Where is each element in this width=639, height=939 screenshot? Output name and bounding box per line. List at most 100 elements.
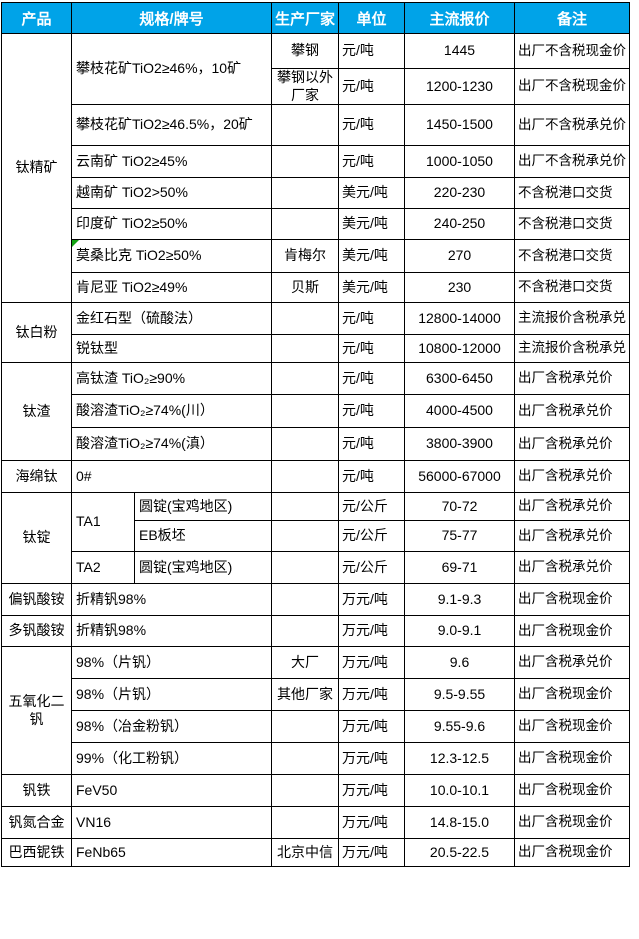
spec-cell[interactable]: 折精钒98% [71,615,272,647]
unit-cell[interactable]: 元/吨 [338,334,405,363]
producer-cell[interactable]: 攀钢 [271,33,339,69]
remark-cell[interactable]: 不含税港口交货 [514,208,630,240]
price-cell[interactable]: 10800-12000 [404,334,515,363]
unit-cell[interactable]: 元/吨 [338,104,405,146]
remark-cell[interactable]: 出厂含税现金价 [514,742,630,775]
remark-cell[interactable]: 出厂不含税承兑价 [514,145,630,178]
unit-cell[interactable]: 美元/吨 [338,208,405,240]
unit-cell[interactable]: 元/吨 [338,394,405,428]
remark-cell[interactable]: 主流报价含税承兑 [514,302,630,335]
spec-cell[interactable]: 云南矿 TiO2≥45% [71,145,272,178]
unit-cell[interactable]: 美元/吨 [338,239,405,273]
remark-cell[interactable]: 出厂含税现金价 [514,615,630,647]
price-cell[interactable]: 9.55-9.6 [404,710,515,743]
unit-cell[interactable]: 元/吨 [338,302,405,335]
producer-cell[interactable] [271,774,339,807]
price-cell[interactable]: 1000-1050 [404,145,515,178]
unit-cell[interactable]: 元/吨 [338,145,405,178]
remark-cell[interactable]: 主流报价含税承兑 [514,334,630,363]
remark-cell[interactable]: 不含税港口交货 [514,239,630,273]
producer-cell[interactable] [271,615,339,647]
unit-cell[interactable]: 万元/吨 [338,742,405,775]
header-unit-cell[interactable]: 单位 [338,2,405,34]
product-cell[interactable]: 钛锭 [1,492,72,584]
producer-cell[interactable] [271,710,339,743]
producer-cell[interactable] [271,104,339,146]
spec-grade-cell[interactable]: TA2 [71,551,135,584]
spec-type-cell[interactable]: EB板坯 [134,520,272,552]
unit-cell[interactable]: 元/吨 [338,362,405,395]
price-cell[interactable]: 1450-1500 [404,104,515,146]
price-cell[interactable]: 4000-4500 [404,394,515,428]
remark-cell[interactable]: 不含税港口交货 [514,272,630,303]
spec-cell[interactable]: 98%（冶金粉钒） [71,710,272,743]
price-cell[interactable]: 70-72 [404,492,515,521]
price-cell[interactable]: 230 [404,272,515,303]
remark-cell[interactable]: 出厂含税现金价 [514,710,630,743]
product-cell[interactable]: 多钒酸铵 [1,615,72,647]
remark-cell[interactable]: 出厂含税承兑价 [514,520,630,552]
producer-cell[interactable] [271,520,339,552]
unit-cell[interactable]: 元/公斤 [338,520,405,552]
price-cell[interactable]: 12.3-12.5 [404,742,515,775]
producer-cell[interactable] [271,177,339,209]
remark-cell[interactable]: 出厂含税现金价 [514,774,630,807]
producer-cell[interactable]: 大厂 [271,646,339,679]
unit-cell[interactable]: 万元/吨 [338,678,405,711]
price-cell[interactable]: 10.0-10.1 [404,774,515,807]
producer-cell[interactable] [271,362,339,395]
spec-type-cell[interactable]: 圆锭(宝鸡地区) [134,492,272,521]
product-cell[interactable]: 钒铁 [1,774,72,807]
spec-cell[interactable]: VN16 [71,806,272,839]
remark-cell[interactable]: 出厂含税承兑价 [514,427,630,461]
price-cell[interactable]: 240-250 [404,208,515,240]
header-product-cell[interactable]: 产品 [1,2,72,34]
unit-cell[interactable]: 万元/吨 [338,583,405,616]
remark-cell[interactable]: 出厂含税承兑价 [514,646,630,679]
remark-cell[interactable]: 不含税港口交货 [514,177,630,209]
producer-cell[interactable] [271,583,339,616]
price-cell[interactable]: 9.6 [404,646,515,679]
spec-type-cell[interactable]: 圆锭(宝鸡地区) [134,551,272,584]
unit-cell[interactable]: 元/公斤 [338,492,405,521]
remark-cell[interactable]: 出厂含税承兑价 [514,492,630,521]
header-spec-cell[interactable]: 规格/牌号 [71,2,272,34]
spec-cell[interactable]: 98%（片钒） [71,678,272,711]
producer-cell[interactable] [271,394,339,428]
remark-cell[interactable]: 出厂含税承兑价 [514,362,630,395]
remark-cell[interactable]: 出厂含税承兑价 [514,460,630,493]
price-cell[interactable]: 6300-6450 [404,362,515,395]
unit-cell[interactable]: 万元/吨 [338,774,405,807]
unit-cell[interactable]: 元/吨 [338,460,405,493]
spec-cell[interactable]: 印度矿 TiO2≥50% [71,208,272,240]
product-cell[interactable]: 巴西铌铁 [1,838,72,867]
unit-cell[interactable]: 美元/吨 [338,272,405,303]
product-cell[interactable]: 钒氮合金 [1,806,72,839]
price-cell[interactable]: 9.1-9.3 [404,583,515,616]
producer-cell[interactable] [271,492,339,521]
producer-cell[interactable] [271,806,339,839]
header-remark-cell[interactable]: 备注 [514,2,630,34]
spec-cell[interactable]: 酸溶渣TiO₂≥74%(川） [71,394,272,428]
producer-cell[interactable]: 贝斯 [271,272,339,303]
spec-cell[interactable]: 锐钛型 [71,334,272,363]
unit-cell[interactable]: 万元/吨 [338,615,405,647]
spec-cell[interactable]: 折精钒98% [71,583,272,616]
spec-cell[interactable]: 攀枝花矿TiO2≥46%，10矿 [71,33,272,105]
header-producer-cell[interactable]: 生产厂家 [271,2,339,34]
price-cell[interactable]: 9.0-9.1 [404,615,515,647]
price-cell[interactable]: 3800-3900 [404,427,515,461]
spec-cell[interactable]: 高钛渣 TiO₂≥90% [71,362,272,395]
spec-cell[interactable]: 99%（化工粉钒） [71,742,272,775]
unit-cell[interactable]: 万元/吨 [338,838,405,867]
remark-cell[interactable]: 出厂含税现金价 [514,678,630,711]
spec-cell[interactable]: FeV50 [71,774,272,807]
unit-cell[interactable]: 万元/吨 [338,646,405,679]
unit-cell[interactable]: 万元/吨 [338,806,405,839]
spec-cell[interactable]: 攀枝花矿TiO2≥46.5%，20矿 [71,104,272,146]
remark-cell[interactable]: 出厂含税承兑价 [514,394,630,428]
spec-cell[interactable]: 肯尼亚 TiO2≥49% [71,272,272,303]
remark-cell[interactable]: 出厂含税现金价 [514,806,630,839]
unit-cell[interactable]: 元/公斤 [338,551,405,584]
producer-cell[interactable] [271,145,339,178]
